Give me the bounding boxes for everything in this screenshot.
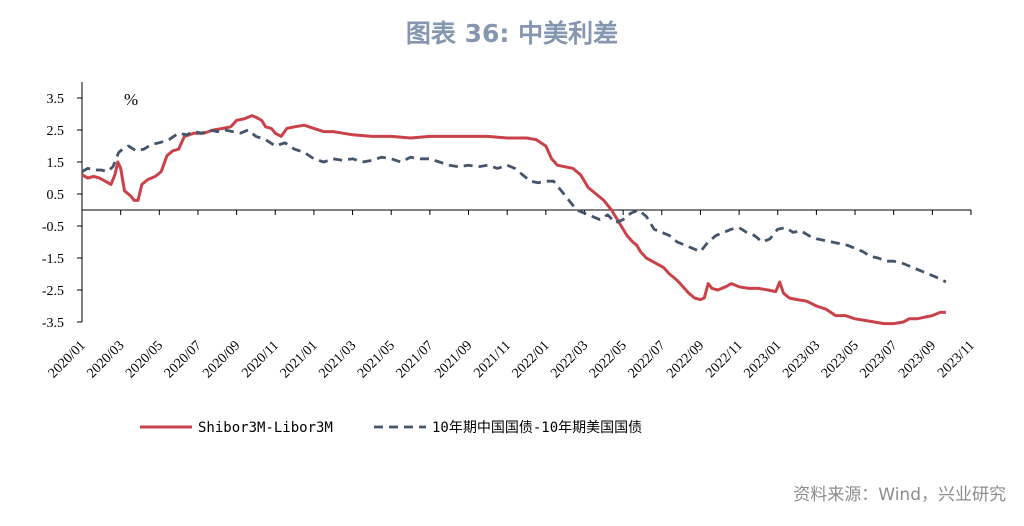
unit-label: % [124,90,138,109]
y-tick-label: 2.5 [47,124,65,139]
x-tick-label: 2021/11 [471,338,514,381]
series-line-0 [81,114,946,326]
y-tick-label: -0.5 [42,220,64,235]
source-note: 资料来源：Wind，兴业研究 [793,485,1006,505]
series-layer [81,114,947,326]
chart: 3.52.51.50.5-0.5-1.5-2.5-3.5 2020/012020… [42,82,978,436]
x-tick-label: 2023/11 [935,338,978,381]
x-tick-label: 2022/01 [510,338,553,381]
x-tick-label: 2023/07 [857,338,900,381]
x-tick-label: 2021/09 [432,338,475,381]
x-axis: 2020/012020/032020/052020/072020/092020/… [46,209,978,381]
x-tick-label: 2022/11 [703,338,746,381]
x-tick-label: 2020/03 [84,338,127,381]
x-tick-label: 2023/05 [819,338,862,381]
y-tick-label: -1.5 [42,252,64,267]
x-tick-label: 2022/09 [664,338,707,381]
legend-label-0: Shibor3M-Libor3M [198,420,333,436]
x-tick-label: 2020/07 [162,338,205,381]
x-tick-label: 2023/01 [742,338,785,381]
x-tick-label: 2020/09 [200,338,243,381]
x-tick-label: 2021/03 [316,338,359,381]
y-tick-label: 1.5 [47,156,65,171]
x-tick-label: 2022/07 [626,338,669,381]
x-tick-label: 2023/09 [896,338,939,381]
x-tick-label: 2020/05 [123,338,166,381]
x-tick-label: 2021/05 [355,338,398,381]
chart-title: 图表 36: 中美利差 [405,19,619,48]
x-tick-label: 2022/05 [587,338,630,381]
y-tick-label: -2.5 [42,284,64,299]
x-tick-label: 2023/03 [780,338,823,381]
x-tick-label: 2020/01 [46,338,89,381]
y-axis: 3.5 2.5 1.5 0.5 -0.5 -1.5 -2.5 -3.5 [42,82,83,331]
legend-label-1: 10年期中国国债-10年期美国国债 [432,420,642,436]
x-tick-label: 2022/03 [548,338,591,381]
y-tick-label: -3.5 [42,316,64,331]
x-tick-label: 2020/11 [239,338,282,381]
x-tick-label: 2021/07 [394,338,437,381]
y-tick-label: 0.5 [47,188,65,203]
y-tick-label: 3.5 [47,92,65,107]
series-line-1 [81,128,947,284]
x-tick-label: 2021/01 [278,338,321,381]
legend: Shibor3M-Libor3M 10年期中国国债-10年期美国国债 [140,420,642,436]
